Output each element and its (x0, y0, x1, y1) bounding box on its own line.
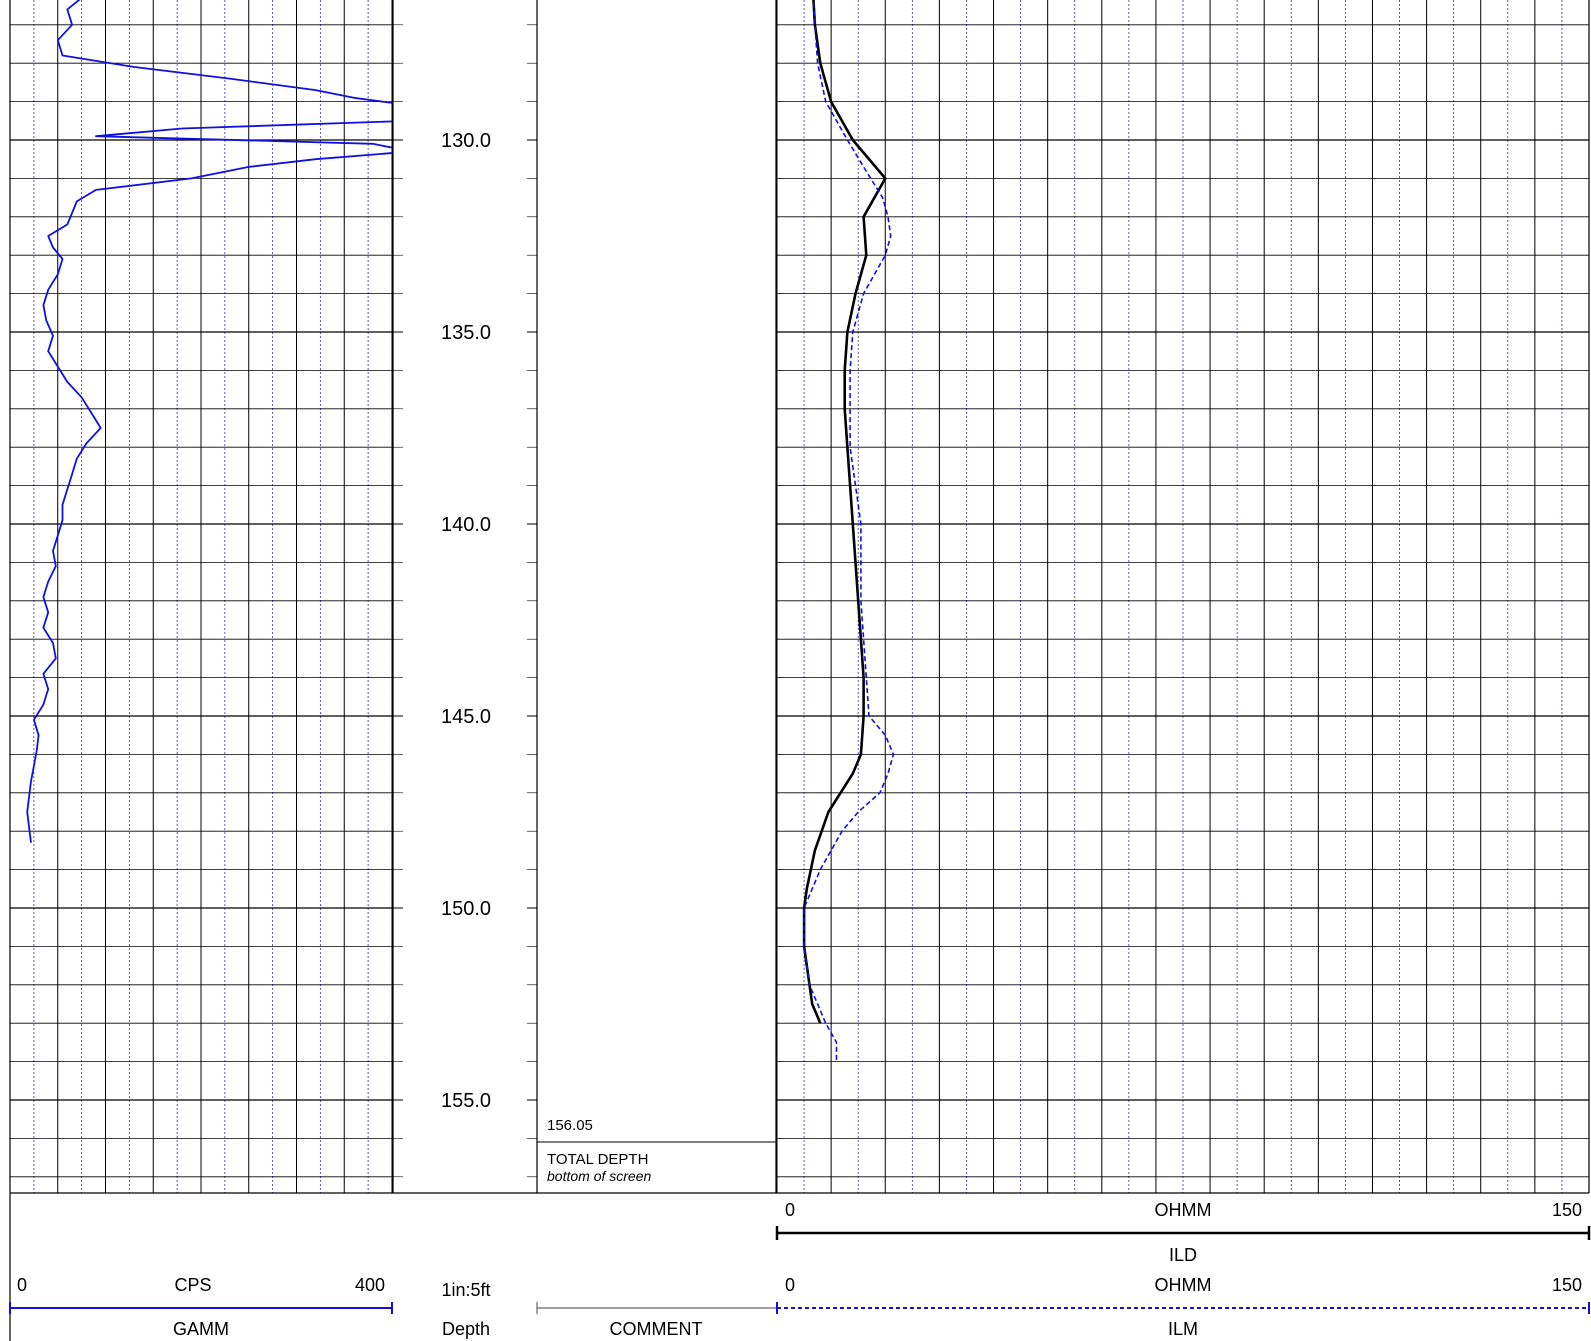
gamma-scale-max: 400 (355, 1275, 385, 1295)
gamma-scale-min: 0 (17, 1275, 27, 1295)
gamma-curve (26, 0, 393, 843)
depth-tick-label: 150.0 (441, 898, 491, 920)
ild-mnemonic: ILD (1169, 1245, 1197, 1265)
ilm-scale-unit: OHMM (1155, 1275, 1212, 1295)
ilm-scale-min: 0 (785, 1275, 795, 1295)
depth-tick-label: 130.0 (441, 130, 491, 152)
ild-scale-header: 0 OHMM 150 ILD (775, 1200, 1591, 1265)
comment-annotation-subtitle: bottom of screen (547, 1168, 651, 1184)
depth-mnemonic: Depth (442, 1319, 490, 1339)
gamma-scale-unit: CPS (174, 1275, 211, 1295)
depth-tick-label: 135.0 (441, 322, 491, 344)
curve-layer (26, 0, 895, 1062)
ilm-mnemonic: ILM (1168, 1319, 1198, 1339)
comment-mnemonic: COMMENT (610, 1319, 703, 1339)
comment-annotation-title: TOTAL DEPTH (547, 1151, 648, 1168)
depth-tick-label: 145.0 (441, 706, 491, 728)
gamma-mnemonic: GAMM (173, 1319, 229, 1339)
ilm-scale-max: 150 (1552, 1275, 1582, 1295)
grid-layer (9, 0, 1590, 1193)
depth-tick-label: 140.0 (441, 514, 491, 536)
ild-scale-max: 150 (1552, 1200, 1582, 1220)
ilm-curve (803, 0, 895, 1062)
depth-tick-labels: 130.0 135.0 140.0 145.0 150.0 155.0 (441, 130, 491, 1112)
ild-scale-unit: OHMM (1155, 1200, 1212, 1220)
depth-tick-label: 155.0 (441, 1090, 491, 1112)
ild-curve (802, 0, 887, 1024)
comment-annotation-depth: 156.05 (547, 1117, 593, 1134)
gamma-scale-header: 0 CPS 400 GAMM (9, 1275, 393, 1339)
ilm-scale-header: 0 OHMM 150 ILM (776, 1275, 1590, 1339)
depth-scale-label: 1in:5ft (441, 1280, 490, 1300)
ild-scale-min: 0 (785, 1200, 795, 1220)
